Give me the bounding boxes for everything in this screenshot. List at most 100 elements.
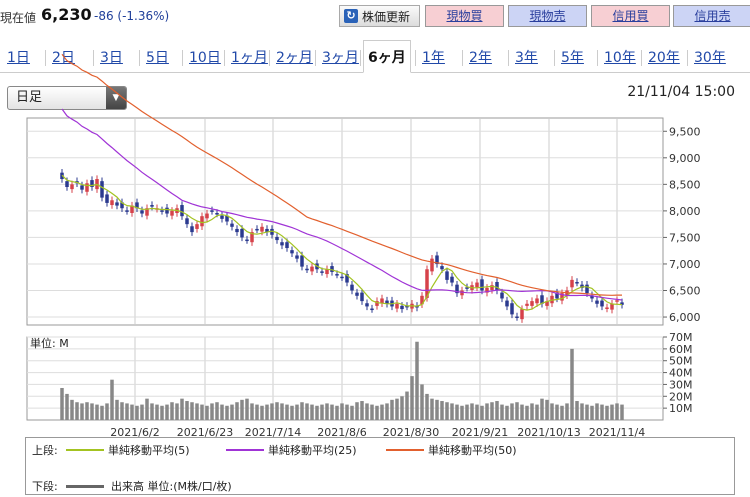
tab-separator — [641, 50, 642, 66]
price-value: 6,230 — [41, 5, 92, 24]
margin-sell-button[interactable]: 信用売 — [673, 5, 750, 27]
candle-body — [285, 242, 289, 249]
tab-15[interactable]: 20年 — [648, 50, 680, 66]
volume-bar — [600, 404, 604, 420]
volume-bar — [235, 402, 239, 420]
volume-bar — [310, 404, 314, 420]
tab-13[interactable]: 5年 — [561, 50, 584, 66]
volume-bar — [260, 405, 264, 420]
candle-body — [450, 276, 454, 283]
tab-3[interactable]: 3日 — [100, 50, 123, 66]
volume-bar — [170, 402, 174, 420]
ma-line-25 — [61, 108, 623, 301]
tab-8[interactable]: 3ヶ月 — [322, 50, 359, 66]
candle-body — [585, 284, 589, 294]
candle-body — [540, 295, 544, 304]
price-tick-label: 8,500 — [669, 178, 701, 191]
tab-7[interactable]: 2ヶ月 — [276, 50, 313, 66]
legend-volume-item: 出来高 単位:(M株/口/枚) — [111, 480, 232, 493]
volume-bar — [70, 399, 74, 420]
volume-bar — [160, 405, 164, 420]
tab-4[interactable]: 5日 — [146, 50, 169, 66]
tab-16[interactable]: 30年 — [694, 50, 726, 66]
candle-body — [120, 202, 124, 209]
volume-bar — [455, 404, 459, 420]
volume-bar — [215, 402, 219, 420]
candle-body — [230, 223, 234, 227]
candle-body — [490, 285, 494, 290]
ma-line-50 — [61, 53, 622, 296]
cash-buy-button[interactable]: 現物買 — [425, 5, 504, 27]
candle-body — [590, 295, 594, 299]
volume-bar — [200, 404, 204, 420]
volume-tick-label: 50M — [669, 355, 693, 368]
tab-separator — [554, 50, 555, 66]
candle-body — [180, 205, 184, 217]
cash-sell-button[interactable]: 現物売 — [508, 5, 587, 27]
candle-body — [560, 293, 564, 301]
volume-bar — [210, 403, 214, 420]
volume-bar — [395, 398, 399, 420]
candle-body — [525, 303, 529, 306]
tab-14[interactable]: 10年 — [604, 50, 636, 66]
legend-swatch-2 — [226, 449, 264, 451]
tab-separator — [93, 50, 94, 66]
tab-11[interactable]: 2年 — [469, 50, 492, 66]
volume-bar — [610, 404, 614, 420]
candle-body — [465, 287, 469, 289]
tab-separator — [508, 50, 509, 66]
volume-bar — [450, 403, 454, 420]
candle-body — [215, 213, 219, 215]
volume-bar — [515, 402, 519, 420]
candle-body — [220, 215, 224, 219]
tab-12[interactable]: 3年 — [515, 50, 538, 66]
tab-10[interactable]: 1年 — [422, 50, 445, 66]
x-tick-label: 2021/6/2 — [110, 426, 159, 439]
tab-separator — [269, 50, 270, 66]
candle-body — [505, 300, 509, 307]
volume-bar — [425, 393, 429, 420]
volume-bar — [550, 403, 554, 420]
candle-body — [250, 232, 254, 243]
interval-select-value: 日足 — [16, 90, 43, 105]
candle-body — [225, 215, 229, 222]
volume-bar — [490, 402, 494, 420]
candle-body — [460, 290, 464, 296]
candle-body — [80, 185, 84, 190]
interval-select[interactable]: 日足 ▼ — [7, 86, 127, 110]
candle-body — [575, 282, 579, 284]
volume-bar — [565, 403, 569, 420]
volume-bar — [335, 405, 339, 420]
price-change: -86 (-1.36%) — [94, 9, 170, 23]
candle-body — [370, 308, 374, 311]
margin-buy-button[interactable]: 信用買 — [591, 5, 670, 27]
volume-bar — [275, 402, 279, 420]
volume-bar — [245, 398, 249, 420]
legend-swatch-1 — [66, 449, 104, 451]
candle-body — [150, 205, 154, 207]
candle-body — [265, 228, 269, 233]
candle-body — [395, 303, 399, 309]
volume-bar — [405, 391, 409, 420]
candle-body — [620, 302, 624, 305]
volume-bar — [545, 399, 549, 420]
tab-6[interactable]: 1ヶ月 — [231, 50, 268, 66]
volume-bar — [175, 403, 179, 420]
candle-body — [185, 218, 189, 225]
tab-5[interactable]: 10日 — [189, 50, 221, 66]
candle-body — [255, 228, 259, 231]
volume-bar — [475, 404, 479, 420]
price-tick-label: 9,000 — [669, 152, 701, 165]
tab-separator — [462, 50, 463, 66]
tab-1[interactable]: 1日 — [7, 50, 30, 66]
volume-bar — [605, 405, 609, 420]
volume-bar — [465, 404, 469, 420]
candle-body — [355, 292, 359, 296]
volume-bar — [485, 403, 489, 420]
tab-9[interactable]: 6ヶ月 — [363, 40, 411, 73]
refresh-price-button[interactable]: ↻ 株価更新 — [339, 5, 420, 27]
candle-body — [570, 279, 574, 288]
candle-body — [165, 207, 169, 214]
volume-bar — [110, 379, 114, 420]
volume-unit-label: 単位: M — [30, 336, 69, 350]
